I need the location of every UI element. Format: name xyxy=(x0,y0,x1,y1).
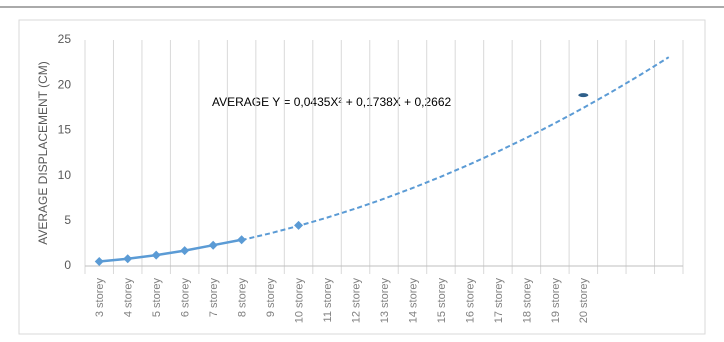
point-marker xyxy=(578,93,589,98)
x-tick-label: 11 storey xyxy=(322,278,334,323)
x-tick-label: 5 storey xyxy=(151,278,163,318)
x-tick-label: 12 storey xyxy=(350,278,362,324)
x-tick-label: 18 storey xyxy=(521,278,533,324)
y-tick-label: 10 xyxy=(58,168,72,182)
series-line xyxy=(99,238,242,263)
x-tick-label: 19 storey xyxy=(550,278,562,324)
annotation: AVERAGE Y = 0,0435X² + 0,1738X + 0,2662 xyxy=(212,95,452,109)
y-tick-label: 0 xyxy=(64,258,71,272)
x-tick-label: 9 storey xyxy=(265,278,277,318)
x-tick-label: 13 storey xyxy=(379,278,391,324)
y-tick-label: 15 xyxy=(58,123,72,137)
x-tick-label: 7 storey xyxy=(208,278,220,318)
x-tick-label: 20 storey xyxy=(578,278,590,324)
y-axis-label: AVERAGE DISPLACEMENT (CM) xyxy=(36,61,50,245)
point-marker xyxy=(94,256,104,266)
y-tick-label: 5 xyxy=(64,213,71,227)
x-tick-label: 16 storey xyxy=(464,278,476,324)
x-tick-label: 6 storey xyxy=(180,278,192,318)
x-tick-label: 10 storey xyxy=(293,278,305,324)
y-tick-label: 25 xyxy=(58,32,72,46)
point-marker xyxy=(208,240,218,250)
x-tick-label: 17 storey xyxy=(493,278,505,324)
x-tick-label: 3 storey xyxy=(94,278,106,318)
x-tick-label: 4 storey xyxy=(123,278,135,318)
point-marker xyxy=(123,254,133,264)
y-tick-label: 20 xyxy=(58,77,72,91)
x-tick-label: 8 storey xyxy=(237,278,249,318)
x-tick-label: 15 storey xyxy=(436,278,448,324)
point-marker xyxy=(180,246,190,256)
series-line xyxy=(241,56,670,242)
chart-frame xyxy=(18,19,706,335)
x-tick-label: 14 storey xyxy=(407,278,419,324)
point-marker xyxy=(151,250,161,260)
